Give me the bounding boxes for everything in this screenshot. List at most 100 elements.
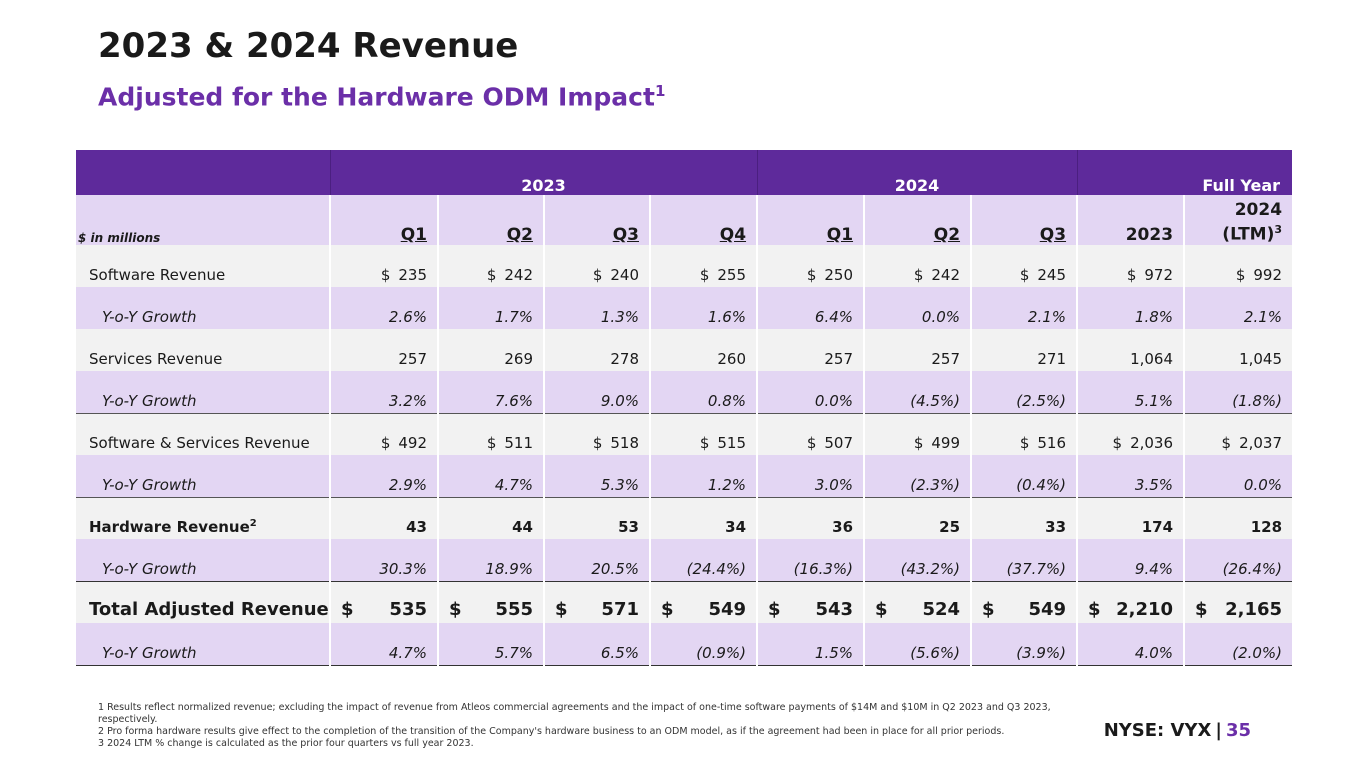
table-cell: 4.7%: [437, 455, 544, 497]
cell-value: 6.5%: [600, 643, 639, 662]
row-label-text: Y-o-Y Growth: [102, 308, 197, 326]
table-cell: 6.5%: [543, 623, 650, 666]
currency-symbol: $: [380, 434, 391, 452]
row-label-text: Software & Services Revenue: [89, 434, 310, 452]
currency-symbol: $: [1235, 266, 1246, 284]
cell-value: 3.0%: [814, 475, 854, 494]
cell-value: 549: [1028, 599, 1067, 620]
cell-value: 992: [1253, 266, 1283, 284]
table-cell: 44: [437, 496, 544, 539]
table-cell: 18.9%: [437, 539, 544, 581]
table-cell: 30.3%: [329, 539, 438, 581]
cell-value: 1,045: [1239, 350, 1283, 368]
cell-value: 5.7%: [494, 643, 533, 662]
table-cell: 1.5%: [756, 623, 865, 666]
cell-value: 1.2%: [707, 475, 747, 494]
cell-value: 128: [1250, 518, 1283, 536]
table-cell: $518: [543, 412, 650, 455]
table-row: Software & Services Revenue $492 $511 $518 $…: [76, 412, 1293, 455]
cell-value: 245: [1037, 266, 1067, 284]
header-2024: 2024: [756, 150, 1078, 195]
cell-value: 549: [708, 599, 747, 620]
table-cell: 3.0%: [756, 455, 865, 497]
col-2023-q4: Q4: [648, 195, 758, 245]
cell-value: (2.0%): [1232, 643, 1283, 662]
currency-symbol: $: [1112, 434, 1123, 452]
table-cell: $2,037: [1183, 412, 1293, 455]
cell-value: 25: [939, 518, 961, 536]
cell-value: 250: [824, 266, 854, 284]
cell-value: 257: [824, 350, 854, 368]
table-cell: $255: [648, 245, 758, 287]
cell-value: 1.6%: [707, 308, 747, 326]
table-row: Total Adjusted Revenue $535 $555 $571 $549 $5…: [76, 580, 1293, 623]
cell-value: 2.6%: [388, 308, 427, 326]
table-cell: 3.2%: [329, 371, 438, 413]
units-label: $ in millions: [76, 195, 330, 245]
cell-value: 18.9%: [485, 559, 533, 578]
cell-value: 518: [610, 434, 639, 452]
cell-value: 30.3%: [379, 559, 427, 578]
table-cell: (1.8%): [1183, 371, 1293, 413]
cell-value: 0.0%: [814, 391, 854, 410]
cell-value: 0.0%: [921, 308, 961, 326]
cell-value: 524: [922, 599, 961, 620]
table-cell: 1.7%: [437, 287, 544, 329]
cell-value: (4.5%): [910, 391, 961, 410]
cell-value: 240: [610, 266, 639, 284]
col-2024-q3: Q3: [970, 195, 1078, 245]
brand-footer: NYSE: VYX | 35: [1104, 720, 1251, 741]
growth-row: Y-o-Y Growth 3.2% 7.6% 9.0% 0.8% 0.0% (4.5%) (2…: [76, 371, 1293, 413]
cell-value: 1.7%: [494, 308, 533, 326]
table-cell: $511: [437, 412, 544, 455]
cell-value: 242: [504, 266, 533, 284]
header-full-year: Full Year: [1076, 150, 1293, 195]
currency-symbol: $: [806, 434, 817, 452]
cell-value: 1.3%: [600, 308, 639, 326]
table-cell: 53: [543, 496, 650, 539]
table-row: Software Revenue $235 $242 $240 $255 $250 $242…: [76, 245, 1293, 287]
currency-symbol: $: [699, 266, 710, 284]
cell-value: 6.4%: [814, 308, 854, 326]
currency-symbol: $: [1126, 266, 1137, 284]
cell-value: 492: [398, 434, 427, 452]
table-cell: (43.2%): [863, 539, 972, 581]
row-label-text: Total Adjusted Revenue: [89, 599, 329, 620]
row-label: Software Revenue: [76, 245, 330, 287]
footnotes: 1 Results reflect normalized revenue; ex…: [98, 702, 1078, 750]
cell-value: 3.2%: [388, 391, 427, 410]
cell-value: 1.5%: [814, 643, 854, 662]
cell-value: 1,064: [1130, 350, 1174, 368]
table-cell: (2.3%): [863, 455, 972, 497]
cell-value: 4.7%: [494, 475, 533, 494]
cell-value: 257: [931, 350, 961, 368]
cell-value: (3.9%): [1016, 643, 1067, 662]
table-cell: 0.0%: [1183, 455, 1293, 497]
table-cell: 2.1%: [970, 287, 1078, 329]
table-cell: $240: [543, 245, 650, 287]
cell-value: 0.0%: [1243, 475, 1283, 494]
table-cell: $515: [648, 412, 758, 455]
cell-value: (26.4%): [1222, 559, 1283, 578]
cell-value: 53: [618, 518, 639, 536]
cell-value: 9.0%: [600, 391, 639, 410]
currency-symbol: $: [555, 599, 568, 620]
row-label: Services Revenue: [76, 329, 330, 371]
currency-symbol: $: [592, 434, 603, 452]
page-number: 35: [1225, 720, 1251, 741]
ltm-line2: (LTM): [1222, 225, 1275, 245]
cell-value: 555: [495, 599, 533, 620]
revenue-table: 2023 2024 Full Year $ in millions Q1 Q2 …: [76, 150, 1293, 666]
table-cell: 25: [863, 496, 972, 539]
currency-symbol: $: [806, 266, 817, 284]
cell-value: 2.1%: [1027, 308, 1067, 326]
table-cell: 43: [329, 496, 438, 539]
table-cell: 174: [1076, 496, 1185, 539]
cell-value: 507: [824, 434, 854, 452]
table-cell: 2.1%: [1183, 287, 1293, 329]
cell-value: (5.6%): [910, 643, 961, 662]
table-cell: 269: [437, 329, 544, 371]
table-cell: 7.6%: [437, 371, 544, 413]
table-cell: $535: [329, 580, 438, 623]
row-label-text: Y-o-Y Growth: [102, 643, 197, 662]
